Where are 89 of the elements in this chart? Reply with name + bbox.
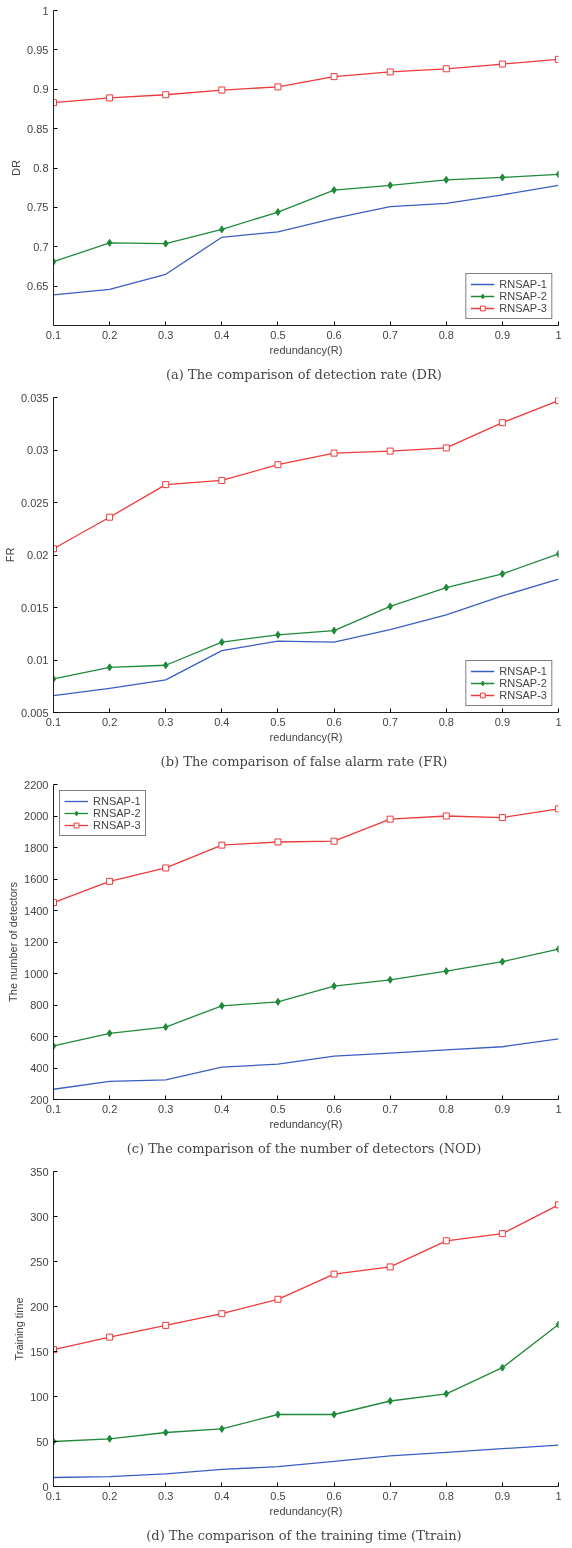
x-tick-label: 1 bbox=[555, 715, 562, 728]
x-tick-label: 0.4 bbox=[214, 715, 230, 728]
x-tick-label: 0.7 bbox=[382, 328, 398, 341]
y-tick-label: 0.85 bbox=[27, 122, 49, 135]
x-tick-label: 0.8 bbox=[438, 1102, 454, 1115]
y-tick-label: 150 bbox=[30, 1345, 49, 1358]
x-tick-label: 0.7 bbox=[382, 1489, 398, 1502]
x-tick-label: 0.6 bbox=[326, 328, 342, 341]
y-tick-label: 300 bbox=[30, 1210, 49, 1223]
y-tick-label: 1400 bbox=[24, 904, 49, 917]
y-tick-label: 0.8 bbox=[33, 162, 49, 174]
y-tick-label: 400 bbox=[30, 1062, 49, 1074]
x-tick-label: 0.7 bbox=[382, 1102, 398, 1115]
y-tick-label: 100 bbox=[30, 1390, 49, 1403]
x-tick-label: 1 bbox=[555, 1102, 562, 1115]
x-tick-label: 0.4 bbox=[214, 1489, 230, 1502]
x-tick-label: 0.5 bbox=[270, 715, 286, 728]
legend-label: RNSAP-1 bbox=[93, 795, 141, 807]
text: (d) The comparison of the training time (Ttrain) bbox=[146, 1527, 462, 1543]
x-tick-label: 0.8 bbox=[438, 1489, 454, 1502]
x-tick-label: 1 bbox=[555, 328, 562, 341]
legend-label: RNSAP-2 bbox=[93, 807, 141, 819]
y-tick-label: 250 bbox=[30, 1255, 49, 1268]
legend-label: RNSAP-1 bbox=[499, 278, 547, 290]
x-tick-label: 0.2 bbox=[101, 1102, 118, 1115]
y-axis-title: Training time bbox=[13, 1297, 26, 1361]
y-tick-label: 0.01 bbox=[27, 654, 49, 666]
y-tick-label: 0.025 bbox=[20, 496, 49, 509]
x-axis-title: redundancy(R) bbox=[269, 1504, 343, 1517]
x-tick-label: 0.3 bbox=[158, 1489, 174, 1502]
y-tick-label: 200 bbox=[30, 1300, 49, 1313]
y-axis-title: FR bbox=[3, 547, 16, 563]
y-tick-label: 0.75 bbox=[27, 201, 49, 214]
text: (a) The comparison of detection rate (DR) bbox=[166, 366, 442, 382]
y-tick-label: 0.02 bbox=[27, 549, 49, 561]
x-tick-label: 0.2 bbox=[101, 328, 118, 341]
x-tick-label: 0.3 bbox=[158, 328, 174, 341]
y-tick-label: 0.9 bbox=[33, 83, 49, 96]
x-axis-title: redundancy(R) bbox=[269, 1117, 343, 1130]
x-tick-label: 0.5 bbox=[270, 1102, 286, 1115]
x-tick-label: 0.2 bbox=[101, 715, 118, 728]
text: (b) The comparison of false alarm rate (FR) bbox=[160, 753, 448, 769]
x-tick-label: 0.3 bbox=[158, 715, 174, 728]
y-tick-label: 600 bbox=[30, 1030, 49, 1043]
x-tick-label: 1 bbox=[555, 1489, 562, 1502]
y-tick-label: 0.65 bbox=[27, 280, 49, 293]
x-tick-label: 0.9 bbox=[494, 1489, 511, 1502]
x-tick-label: 0.7 bbox=[382, 715, 398, 728]
x-tick-label: 0.2 bbox=[101, 1489, 118, 1502]
y-tick-label: 0.015 bbox=[20, 601, 49, 614]
x-axis-title: redundancy(R) bbox=[269, 343, 343, 356]
y-tick-label: 0.03 bbox=[27, 444, 49, 456]
x-tick-label: 0.9 bbox=[494, 328, 511, 341]
x-tick-label: 0.9 bbox=[494, 1102, 511, 1115]
y-tick-label: 350 bbox=[30, 1165, 49, 1178]
x-tick-label: 0.6 bbox=[326, 1102, 342, 1115]
y-tick-label: 0.95 bbox=[27, 43, 49, 56]
legend-label: RNSAP-1 bbox=[499, 665, 547, 677]
y-tick-label: 1600 bbox=[24, 873, 49, 885]
y-tick-label: 1200 bbox=[24, 936, 49, 948]
x-tick-label: 0.4 bbox=[214, 1102, 230, 1115]
legend-label: RNSAP-3 bbox=[499, 689, 547, 701]
legend-label: RNSAP-3 bbox=[499, 302, 547, 314]
x-tick-label: 0.9 bbox=[494, 715, 511, 728]
y-tick-label: 0.035 bbox=[20, 391, 49, 404]
x-tick-label: 0.1 bbox=[45, 328, 62, 341]
x-tick-label: 0.5 bbox=[270, 328, 286, 341]
y-tick-label: 1 bbox=[42, 4, 49, 17]
y-tick-label: 2200 bbox=[24, 778, 49, 791]
y-tick-label: 1800 bbox=[24, 841, 49, 854]
x-tick-label: 0.8 bbox=[438, 715, 454, 728]
y-axis-title: DR bbox=[10, 160, 23, 176]
legend-label: RNSAP-3 bbox=[93, 819, 141, 831]
y-tick-label: 2000 bbox=[24, 810, 49, 822]
y-axis-title: The number of detectors bbox=[7, 881, 20, 1002]
x-tick-label: 0.6 bbox=[326, 1489, 342, 1502]
legend-label: RNSAP-2 bbox=[499, 677, 547, 689]
x-tick-label: 0.4 bbox=[214, 328, 230, 341]
text: (c) The comparison of the number of detectors (NOD) bbox=[126, 1140, 482, 1156]
x-tick-label: 0.5 bbox=[270, 1489, 286, 1502]
y-tick-label: 800 bbox=[30, 999, 49, 1011]
x-tick-label: 0.6 bbox=[326, 715, 342, 728]
x-tick-label: 0.8 bbox=[438, 328, 454, 341]
y-tick-label: 50 bbox=[36, 1435, 49, 1448]
legend-label: RNSAP-2 bbox=[499, 290, 547, 302]
x-tick-label: 0.3 bbox=[158, 1102, 174, 1115]
y-tick-label: 0.7 bbox=[33, 240, 49, 253]
x-axis-title: redundancy(R) bbox=[269, 730, 343, 743]
y-tick-label: 1000 bbox=[24, 967, 49, 980]
